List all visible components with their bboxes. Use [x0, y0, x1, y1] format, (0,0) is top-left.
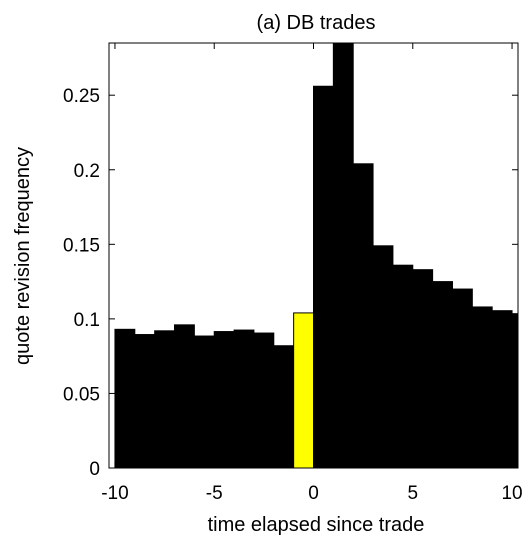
- histogram-bar: [451, 288, 473, 469]
- histogram-bar: [114, 328, 136, 469]
- histogram-bar: [213, 331, 235, 469]
- histogram-bar: [233, 329, 255, 469]
- histogram-bar: [174, 324, 195, 469]
- histogram-bar: [412, 269, 434, 469]
- x-tick-label: -10: [101, 483, 128, 504]
- y-axis-label: quote revision frequency: [12, 147, 34, 365]
- y-tick-label: 0.2: [74, 161, 100, 182]
- y-tick-label: 0.15: [63, 235, 100, 256]
- x-tick-label: 5: [407, 483, 418, 504]
- y-tick-label: 0.25: [63, 86, 100, 107]
- histogram-bar: [432, 281, 453, 469]
- y-tick-label: 0.05: [63, 384, 100, 405]
- y-tick-label: 0.1: [74, 310, 100, 331]
- histogram-bar: [154, 330, 176, 469]
- x-axis-label: time elapsed since trade: [208, 514, 425, 536]
- y-tick-label: 0: [89, 459, 100, 480]
- x-tick-label: 0: [308, 483, 319, 504]
- histogram-bar: [193, 335, 215, 469]
- x-tick-label: -5: [206, 483, 223, 504]
- histogram-bar: [134, 334, 156, 469]
- chart-title: (a) DB trades: [257, 12, 376, 34]
- histogram-bar: [253, 332, 275, 469]
- x-axis-ticks: -10 -5 0 5 10: [101, 43, 523, 504]
- histogram-bar: [372, 245, 394, 469]
- x-tick-label: 10: [501, 483, 522, 504]
- histogram-bar: [491, 310, 513, 469]
- histogram-bar: [352, 163, 374, 469]
- histogram-bar: [332, 42, 354, 469]
- histogram-bar: [471, 306, 493, 469]
- histogram-bar: [392, 264, 414, 469]
- bars-group: [114, 42, 519, 469]
- histogram-bar: [273, 345, 295, 469]
- histogram-bar: [313, 85, 334, 469]
- histogram-bar: [511, 313, 519, 469]
- histogram-bar-highlighted: [293, 312, 314, 469]
- y-axis-ticks: 0 0.05 0.1 0.15 0.2 0.25: [63, 86, 518, 480]
